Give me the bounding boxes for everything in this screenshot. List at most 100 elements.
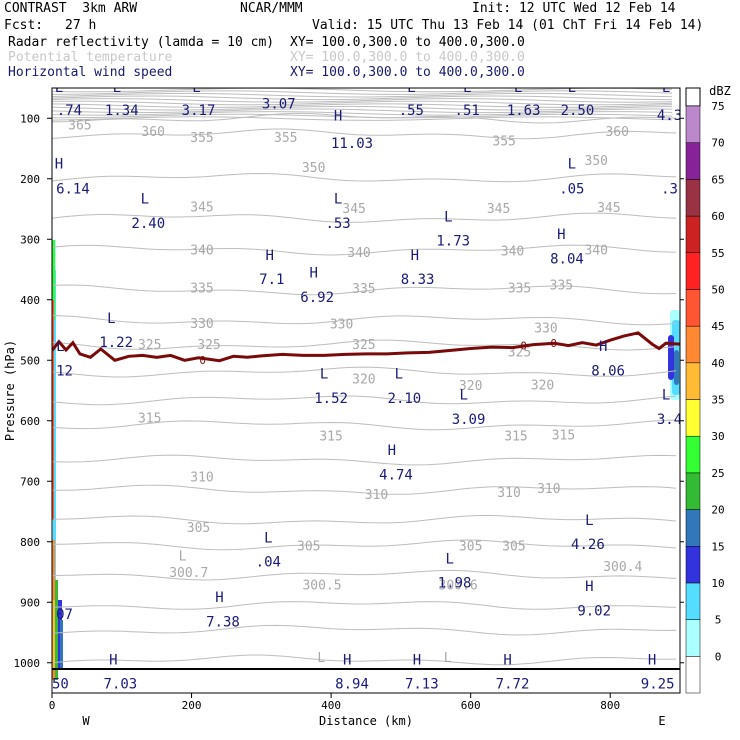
wind-speed-label: 2.40 (131, 216, 165, 232)
colorbar-swatch (685, 619, 701, 657)
colorbar-swatch (685, 399, 701, 437)
theta-extremum-label: L (317, 651, 325, 666)
colorbar-tick-label: 60 (711, 210, 724, 223)
theta-contour (52, 108, 673, 114)
colorbar-tick-label: 50 (711, 283, 724, 296)
y-tick-label: 500 (20, 354, 40, 367)
x-tick-label: 0 (49, 699, 56, 712)
wind-speed-label: 7.72 (496, 677, 530, 693)
colorbar-tick-label: 45 (711, 320, 724, 333)
theta-label: 300.7 (169, 566, 208, 581)
colorbar-swatch (685, 325, 701, 364)
theta-contour (52, 395, 677, 406)
theta-contour (52, 100, 673, 106)
colorbar-tick-label: 0 (715, 650, 722, 663)
theta-label: 355 (492, 135, 515, 150)
field-name-wind: Horizontal wind speed (8, 65, 173, 80)
colorbar-unit: dBZ (709, 84, 731, 98)
wind-speed-label: 1.63 (507, 103, 541, 119)
y-tick-label: 900 (20, 596, 40, 609)
x-tick-label: 400 (321, 699, 341, 712)
freezing-line-label: 0 (520, 340, 527, 353)
wind-speed-label: 9.02 (577, 604, 611, 620)
wind-speed-label: L (514, 80, 522, 96)
theta-label: 360 (141, 125, 164, 140)
wind-speed-label: H (309, 265, 317, 281)
theta-contour (52, 128, 677, 140)
wind-speed-label: 1.34 (105, 103, 139, 119)
theta-label: 320 (352, 372, 375, 387)
wind-speed-label: .74 (57, 103, 82, 119)
theta-label: 310 (497, 486, 520, 501)
wind-speed-label: L (459, 387, 467, 403)
wind-speed-label: 50 (52, 677, 69, 693)
wind-speed-label: H (413, 652, 421, 668)
theta-label: 315 (319, 429, 342, 444)
theta-label: 300.4 (603, 560, 642, 575)
y-tick-label: 800 (20, 536, 40, 549)
theta-contour (52, 105, 673, 111)
wind-speed-label: 11.03 (331, 136, 373, 152)
reflectivity-cell (52, 300, 54, 520)
wind-speed-label: 4.74 (379, 467, 413, 483)
theta-label: 330 (534, 322, 557, 337)
wind-speed-label: 3.17 (182, 103, 216, 119)
wind-speed-label: H (388, 443, 396, 459)
colorbar-tick-label: 55 (711, 247, 724, 260)
plot-frame (51, 87, 681, 694)
wind-speed-label: L (662, 387, 670, 403)
x-axis-label: Distance (km) (319, 714, 413, 728)
wind-speed-label: 4.3 (657, 108, 682, 124)
reflectivity-cell (668, 335, 674, 380)
theta-label: 320 (531, 379, 554, 394)
colorbar-swatch (685, 435, 701, 474)
y-tick-label: 300 (20, 233, 40, 246)
wind-speed-label: L (585, 513, 593, 529)
reflectivity-cell (55, 580, 58, 680)
field-xy-theta: XY= 100.0,300.0 to 400.0,300.0 (290, 50, 525, 65)
theta-label: 325 (352, 338, 375, 353)
theta-contour (52, 244, 677, 256)
theta-label: 305 (187, 521, 210, 536)
colorbar-swatch (685, 546, 701, 584)
theta-label: 335 (550, 279, 573, 294)
theta-contour (52, 366, 677, 378)
wind-speed-label: .04 (256, 555, 281, 571)
freezing-line-label: 0 (199, 354, 206, 367)
colorbar-tick-label: 30 (711, 430, 724, 443)
wind-speed-label: 8.33 (401, 272, 435, 288)
theta-contour (52, 539, 677, 551)
colorbar-tick-label: 40 (711, 357, 724, 370)
theta-label: 345 (342, 202, 365, 217)
wind-speed-label: 1.98 (438, 576, 472, 592)
theta-label: 310 (537, 482, 560, 497)
center-name: NCAR/MMM (240, 1, 303, 16)
theta-label: 300.6 (439, 579, 478, 594)
wind-speed-label: 1.73 (436, 234, 470, 250)
theta-label: 340 (347, 246, 370, 261)
y-tick-label: 200 (20, 173, 40, 186)
wind-speed-label: 2.50 (561, 103, 595, 119)
wind-speed-label: L (113, 80, 121, 96)
x-tick-label: 600 (461, 699, 481, 712)
theta-contour (52, 116, 673, 121)
y-tick-label: 1000 (14, 657, 41, 670)
theta-label: 325 (508, 345, 531, 360)
wind-speed-label: L (334, 192, 342, 208)
wind-speed-label: L (55, 80, 63, 96)
wind-speed-label: H (334, 108, 342, 124)
reflectivity-cell (53, 270, 56, 680)
wind-speed-label: H (215, 590, 223, 606)
wind-speed-label: 8.04 (550, 251, 584, 267)
theta-contour (52, 92, 673, 98)
theta-label: 325 (197, 338, 220, 353)
init-time: Init: 12 UTC Wed 12 Feb 14 (472, 1, 676, 16)
theta-label: 315 (138, 411, 161, 426)
theta-label: 360 (605, 125, 628, 140)
theta-contour (52, 484, 677, 495)
wind-speed-label: H (503, 652, 511, 668)
theta-label: 305 (502, 540, 525, 555)
colorbar-tick-label: 20 (711, 504, 724, 517)
theta-label: 330 (190, 317, 213, 332)
colorbar-swatch (685, 215, 701, 253)
